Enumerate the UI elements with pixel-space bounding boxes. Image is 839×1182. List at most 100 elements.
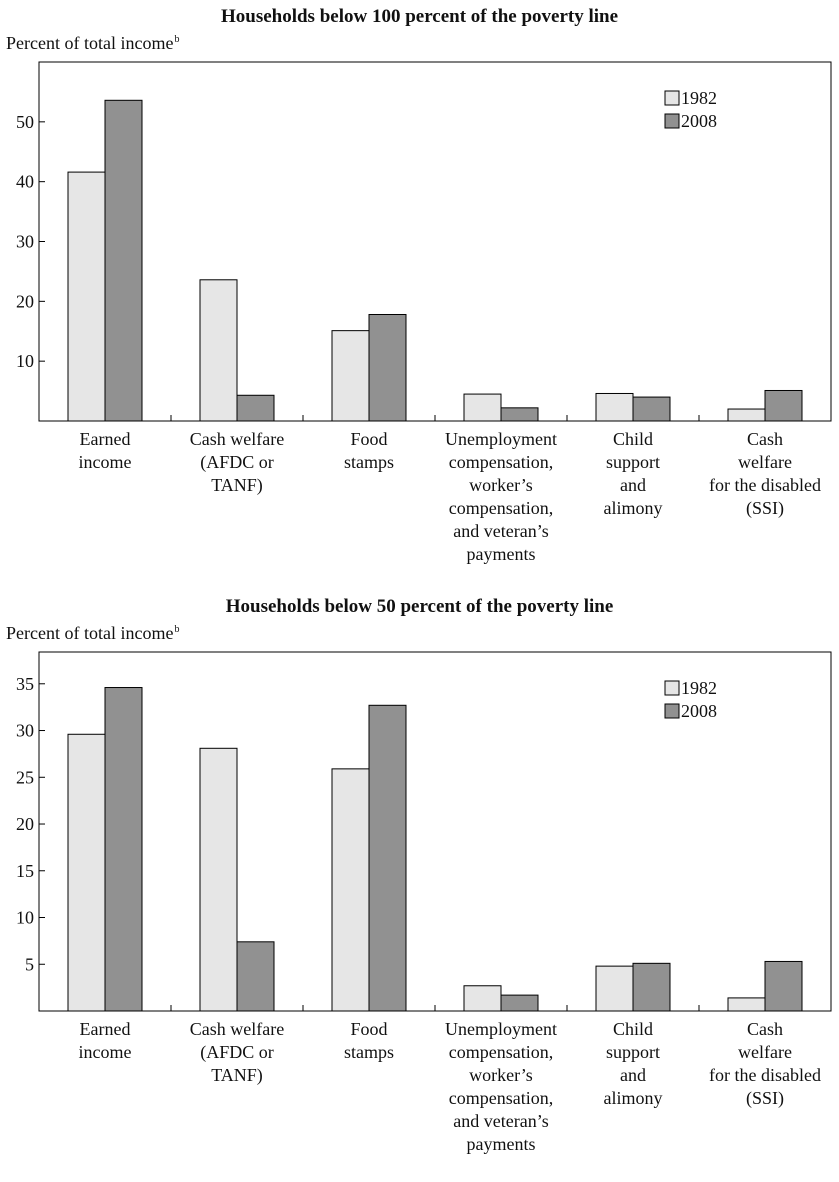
bar-1982-2 xyxy=(331,330,370,422)
category-label-line: and veteran’s xyxy=(453,1111,549,1131)
category-label-line: worker’s xyxy=(469,475,533,495)
legend-swatch-2008 xyxy=(664,703,680,719)
y-tick-label: 50 xyxy=(16,112,34,132)
bar-1982-5 xyxy=(727,408,766,422)
y-tick-label: 5 xyxy=(25,954,34,974)
chart-panel-50-percent: Households below 50 percent of the pover… xyxy=(0,590,839,1182)
chart-panel-100-percent: Households below 100 percent of the pove… xyxy=(0,0,839,590)
category-label-line: stamps xyxy=(343,452,395,472)
category-label-line: (SSI) xyxy=(745,498,784,518)
bar-chart-plot: 10 20 30 40 50 1982 2008 xyxy=(16,61,832,422)
bar-1982-4 xyxy=(595,392,634,422)
category-label: Cash welfare (AFDC or TANF) xyxy=(190,428,284,497)
bar-1982-1 xyxy=(199,279,238,422)
legend-label-1982: 1982 xyxy=(681,88,717,108)
bar-1982-5 xyxy=(727,997,766,1012)
category-label-line: and xyxy=(620,1065,646,1085)
bar-1982-0 xyxy=(67,171,106,422)
y-tick-label: 10 xyxy=(16,351,34,371)
bar-2008-2 xyxy=(368,704,407,1012)
category-label-line: (AFDC or xyxy=(200,452,274,472)
chart-title: Households below 50 percent of the pover… xyxy=(225,596,614,617)
y-tick-label: 25 xyxy=(16,767,34,787)
y-tick-label: 40 xyxy=(16,172,34,192)
category-label-line: TANF) xyxy=(211,475,263,495)
category-label-line: income xyxy=(78,1042,132,1062)
category-label-line: TANF) xyxy=(211,1065,263,1085)
category-label: Cash welfare for the disabled (SSI) xyxy=(709,428,821,520)
bar-2008-1 xyxy=(236,941,275,1012)
category-label-line: (AFDC or xyxy=(200,1042,274,1062)
y-tick-label: 20 xyxy=(16,291,34,311)
category-label-line: Cash welfare xyxy=(189,1019,285,1039)
category-label-line: worker’s xyxy=(469,1065,533,1085)
category-label: Earned income xyxy=(79,1018,132,1064)
y-tick-label: 20 xyxy=(16,814,34,834)
category-label-line: Unemployment xyxy=(445,429,557,449)
legend-label-1982: 1982 xyxy=(681,678,717,698)
bar-1982-2 xyxy=(331,768,370,1012)
category-label-line: (SSI) xyxy=(745,1088,784,1108)
category-label: Food stamps xyxy=(344,428,394,474)
bar-2008-0 xyxy=(104,687,143,1012)
category-label-line: Earned xyxy=(79,1019,131,1039)
category-label-line: Cash xyxy=(747,1019,783,1039)
legend-label-2008: 2008 xyxy=(681,701,717,721)
category-label-line: for the disabled xyxy=(709,475,821,495)
y-axis-label-footnote: b xyxy=(174,34,180,45)
category-label-line: Cash xyxy=(747,429,783,449)
legend-swatch-2008 xyxy=(664,113,680,129)
category-label-line: support xyxy=(606,1042,660,1062)
category-label-line: welfare xyxy=(738,1042,792,1062)
category-label-line: alimony xyxy=(603,1088,663,1108)
category-label-line: alimony xyxy=(603,498,663,518)
category-label: Cash welfare (AFDC or TANF) xyxy=(190,1018,284,1087)
category-label: Child support and alimony xyxy=(604,1018,663,1110)
bar-2008-4 xyxy=(632,396,671,422)
category-label: Unemployment compensation, worker’s compens… xyxy=(445,1018,557,1156)
y-axis-label-text: Percent of total income xyxy=(6,623,174,643)
y-tick-label: 30 xyxy=(16,721,34,741)
category-label-line: Food xyxy=(350,429,388,449)
category-label-line: stamps xyxy=(343,1042,395,1062)
bar-2008-1 xyxy=(236,394,275,422)
category-label: Unemployment compensation, worker’s compens… xyxy=(445,428,557,566)
bar-2008-5 xyxy=(764,960,803,1012)
category-label: Cash welfare for the disabled (SSI) xyxy=(709,1018,821,1110)
category-label-line: payments xyxy=(466,544,536,564)
category-label-line: and xyxy=(620,475,646,495)
bar-chart-plot: 5 10 15 20 25 30 35 1982 2008 xyxy=(16,651,832,1012)
category-label-line: Unemployment xyxy=(445,1019,557,1039)
category-label-line: welfare xyxy=(738,452,792,472)
bar-2008-4 xyxy=(632,962,671,1012)
category-label-line: Child xyxy=(612,1019,653,1039)
category-label: Child support and alimony xyxy=(604,428,663,520)
y-axis-label-footnote: b xyxy=(174,624,180,635)
bar-1982-3 xyxy=(463,985,502,1012)
y-axis-label: Percent of total incomeb xyxy=(6,29,179,54)
category-label-line: compensation, xyxy=(448,1088,554,1108)
category-label: Earned income xyxy=(79,428,132,474)
bar-2008-2 xyxy=(368,313,407,422)
category-label-line: compensation, xyxy=(448,1042,554,1062)
category-label-line: Cash welfare xyxy=(189,429,285,449)
bar-1982-4 xyxy=(595,965,634,1012)
y-tick-label: 10 xyxy=(16,908,34,928)
chart-title: Households below 100 percent of the pove… xyxy=(220,6,619,27)
bar-1982-1 xyxy=(199,747,238,1012)
bar-2008-3 xyxy=(500,994,539,1012)
bar-1982-0 xyxy=(67,733,106,1012)
bar-1982-3 xyxy=(463,393,502,422)
category-label-line: income xyxy=(78,452,132,472)
category-label-line: payments xyxy=(466,1134,536,1154)
y-tick-label: 30 xyxy=(16,232,34,252)
category-label-line: support xyxy=(606,452,660,472)
y-axis-label-text: Percent of total income xyxy=(6,33,174,53)
category-label-line: for the disabled xyxy=(709,1065,821,1085)
category-label-line: and veteran’s xyxy=(453,521,549,541)
legend-swatch-1982 xyxy=(664,90,680,106)
y-tick-label: 15 xyxy=(16,861,34,881)
y-axis-label: Percent of total incomeb xyxy=(6,619,179,644)
category-label-line: Food xyxy=(350,1019,388,1039)
y-tick-label: 35 xyxy=(16,674,34,694)
